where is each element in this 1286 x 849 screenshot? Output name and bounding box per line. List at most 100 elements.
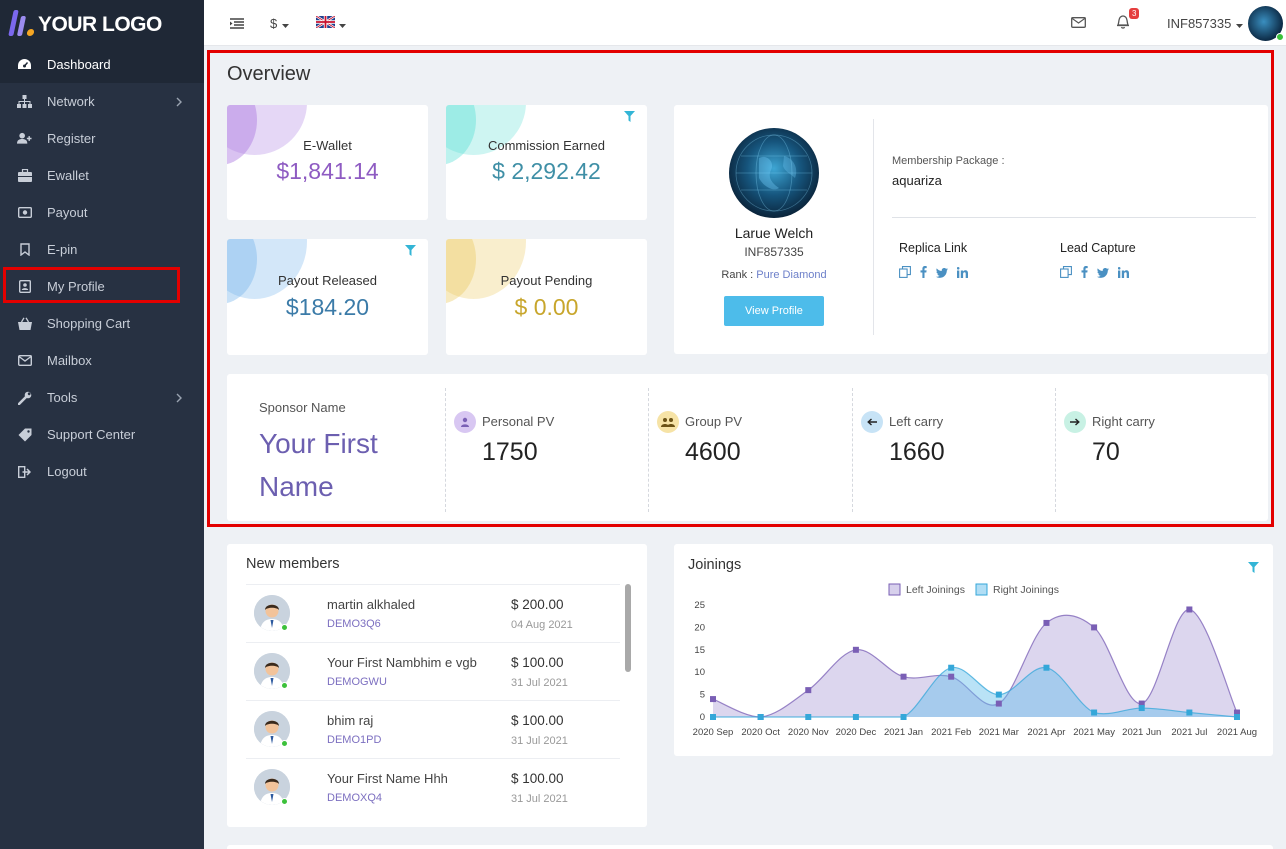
view-profile-button[interactable]: View Profile [724, 296, 824, 326]
data-point [1186, 606, 1193, 613]
sidebar-item-dashboard[interactable]: Dashboard [0, 46, 204, 83]
caret-down-icon [282, 16, 290, 31]
sponsor-label: Sponsor Name [259, 400, 346, 415]
data-point [1234, 709, 1240, 716]
online-status-dot [281, 740, 288, 747]
user-avatar[interactable] [1248, 0, 1284, 46]
sidebar-item-shopping-cart[interactable]: Shopping Cart [0, 305, 204, 342]
copy-icon[interactable] [1060, 265, 1072, 283]
x-tick-label: 2021 Mar [979, 727, 1019, 738]
currency-dropdown[interactable]: $ [270, 0, 290, 46]
logo[interactable]: YOUR LOGO [0, 0, 204, 46]
card-title: New members [246, 556, 340, 572]
sidebar-item-label: Shopping Cart [47, 316, 131, 331]
data-point [948, 664, 955, 671]
x-tick-label: 2021 Jan [884, 727, 923, 738]
stat-value: $ 0.00 [514, 294, 579, 320]
sponsor-name-line: Name [259, 471, 334, 502]
list-item[interactable]: bhim raj DEMO1PD $ 100.00 31 Jul 2021 [246, 700, 620, 758]
sidebar-item-label: Payout [47, 205, 88, 220]
profile-rank: Rank : Pure Diamond [674, 269, 874, 281]
pv-label: Right carry [1092, 414, 1155, 429]
member-date: 31 Jul 2021 [511, 793, 568, 805]
x-tick-label: 2020 Oct [741, 727, 780, 738]
sidebar-item-label: E-pin [47, 242, 78, 257]
copy-icon[interactable] [899, 265, 911, 283]
replica-link-actions [899, 265, 968, 283]
avatar [254, 769, 290, 805]
user-menu-dropdown[interactable]: INF857335 [1167, 0, 1244, 46]
menu-toggle-icon[interactable] [230, 0, 244, 46]
facebook-icon[interactable] [920, 265, 927, 283]
member-amount: $ 100.00 [511, 655, 564, 670]
series-area [713, 609, 1237, 717]
legend-label: Left Joinings [906, 584, 965, 596]
legend-label: Right Joinings [993, 584, 1059, 596]
sidebar-item-support-center[interactable]: Support Center [0, 416, 204, 453]
logo-mark-icon [8, 8, 38, 38]
list-item[interactable]: martin alkhaled DEMO3Q6 $ 200.00 04 Aug 202… [246, 584, 620, 642]
sidebar-item-epin[interactable]: E-pin [0, 231, 204, 268]
add-user-icon [17, 131, 32, 146]
pv-label: Left carry [889, 414, 944, 429]
scrollbar-thumb[interactable] [625, 584, 631, 672]
list-item[interactable]: Your First Name Hhh DEMOXQ4 $ 100.00 31 Jul… [246, 758, 620, 816]
divider [892, 217, 1256, 218]
data-point [852, 646, 859, 653]
avatar [1248, 5, 1284, 41]
twitter-icon[interactable] [936, 265, 948, 283]
envelope-icon [1071, 16, 1086, 31]
sidebar-item-register[interactable]: Register [0, 120, 204, 157]
list-item[interactable]: Your First Nambhim e vgb DEMOGWU $ 100.00 3… [246, 642, 620, 700]
chevron-right-icon [176, 95, 182, 110]
caret-down-icon [1236, 16, 1244, 31]
linkedin-icon[interactable] [956, 265, 968, 283]
data-point [805, 714, 812, 720]
sidebar-item-logout[interactable]: Logout [0, 453, 204, 490]
y-tick-label: 20 [694, 622, 705, 633]
payout-released-card[interactable]: Payout Released $184.20 [227, 239, 428, 355]
x-tick-label: 2021 May [1073, 727, 1115, 738]
sidebar-item-my-profile[interactable]: My Profile [0, 268, 204, 305]
facebook-icon[interactable] [1081, 265, 1088, 283]
sidebar-item-payout[interactable]: Payout [0, 194, 204, 231]
rank-label: Rank : [721, 269, 757, 281]
wrench-icon [17, 390, 32, 405]
member-name: Your First Name Hhh [327, 771, 448, 786]
sidebar-item-label: My Profile [47, 279, 105, 294]
sidebar-item-ewallet[interactable]: Ewallet [0, 157, 204, 194]
mail-button[interactable] [1071, 0, 1086, 46]
filter-icon[interactable] [624, 109, 635, 127]
stat-label: Payout Pending [500, 273, 593, 288]
notifications-button[interactable]: 3 [1116, 0, 1140, 46]
bookmark-icon [17, 242, 32, 257]
data-point [995, 700, 1002, 707]
stat-label: Commission Earned [487, 138, 606, 153]
profile-icon [17, 279, 32, 294]
ewallet-card[interactable]: E-Wallet $1,841.14 [227, 105, 428, 220]
data-point [900, 714, 907, 720]
member-date: 04 Aug 2021 [511, 619, 573, 631]
member-name: bhim raj [327, 713, 374, 728]
pv-value: 4600 [685, 438, 741, 466]
linkedin-icon[interactable] [1117, 265, 1129, 283]
language-dropdown[interactable] [315, 0, 346, 46]
x-tick-label: 2021 Apr [1027, 727, 1065, 738]
twitter-icon[interactable] [1097, 265, 1109, 283]
data-point [1091, 709, 1098, 716]
filter-icon[interactable] [1248, 560, 1259, 578]
sidebar-item-mailbox[interactable]: Mailbox [0, 342, 204, 379]
commission-earned-card[interactable]: Commission Earned $ 2,292.42 [446, 105, 647, 220]
sidebar-item-network[interactable]: Network [0, 83, 204, 120]
sidebar-item-label: Register [47, 131, 96, 146]
filter-icon[interactable] [405, 243, 416, 261]
stat-label: Payout Released [277, 273, 377, 288]
payout-pending-card[interactable]: Payout Pending $ 0.00 [446, 239, 647, 355]
sponsor-name-line: Your First [259, 428, 378, 459]
data-point [710, 696, 716, 703]
sidebar-item-label: Support Center [47, 427, 136, 442]
sidebar-item-tools[interactable]: Tools [0, 379, 204, 416]
member-name: Your First Nambhim e vgb [327, 655, 477, 670]
sidebar: YOUR LOGO Dashboard Network Register Ewa… [0, 0, 204, 849]
profile-id: INF857335 [744, 245, 804, 259]
